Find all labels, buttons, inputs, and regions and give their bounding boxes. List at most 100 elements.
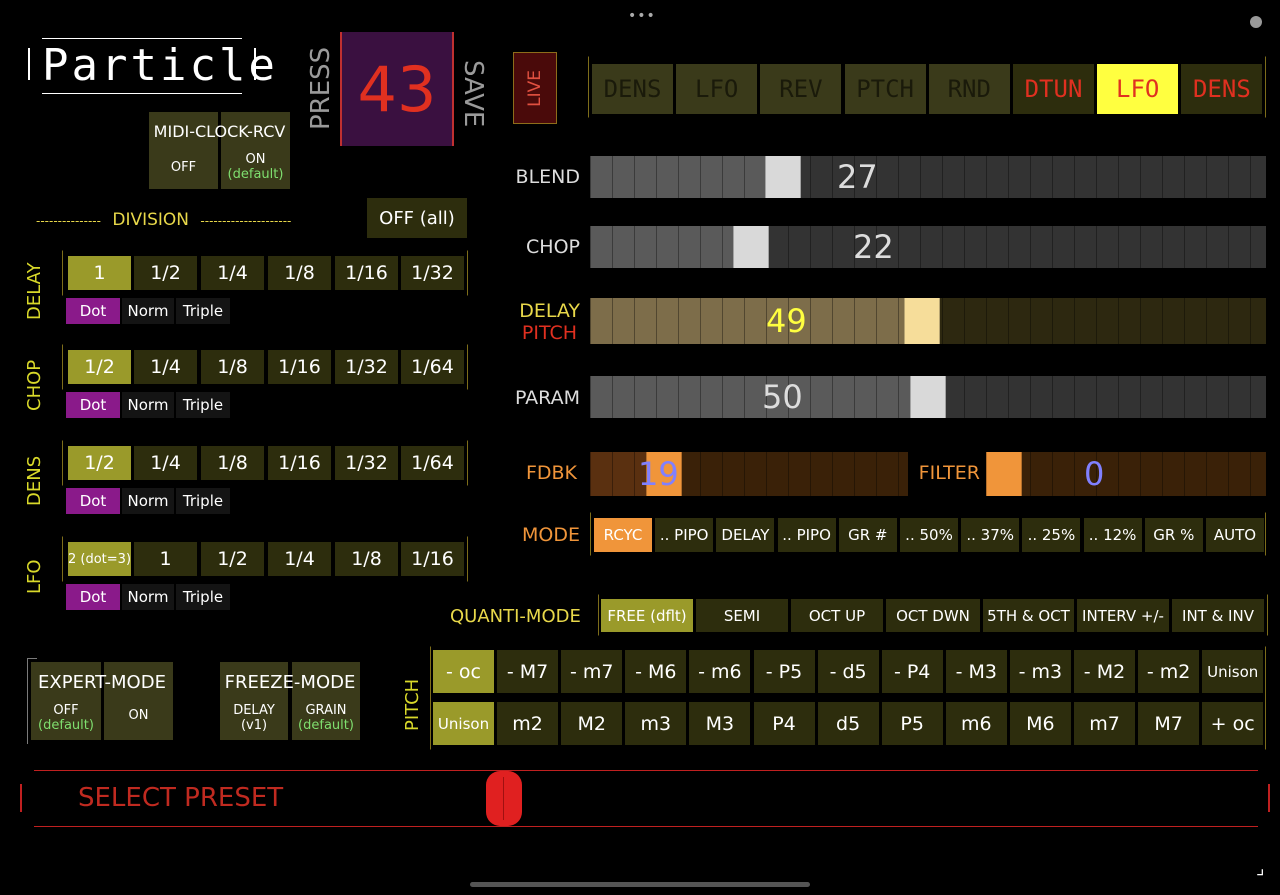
pitch-row2-1[interactable]: m2 — [497, 702, 559, 745]
preset-slider-handle[interactable] — [486, 771, 522, 826]
division-option[interactable]: 1/64 — [401, 446, 464, 480]
quanti-option-6[interactable]: INT & INV — [1172, 599, 1264, 632]
pitch-row1-5[interactable]: - P5 — [753, 650, 815, 693]
division-option[interactable]: 1/2 — [201, 542, 264, 576]
division-option[interactable]: 1/32 — [335, 350, 398, 384]
division-option[interactable]: 1/64 — [401, 350, 464, 384]
pitch-row2-3[interactable]: m3 — [625, 702, 687, 745]
pitch-row1-6[interactable]: - d5 — [817, 650, 879, 693]
pitch-row1-4[interactable]: - m6 — [689, 650, 751, 693]
mode-option-10[interactable]: AUTO — [1206, 518, 1264, 552]
tab-dtun-5[interactable]: DTUN — [1013, 64, 1094, 114]
tab-rnd-4[interactable]: RND — [928, 64, 1010, 114]
pitch-row2-4[interactable]: M3 — [689, 702, 751, 745]
division-option[interactable]: 1/2 — [134, 256, 197, 290]
freeze-delay-button[interactable]: DELAY (v1) — [220, 662, 288, 740]
pitch-row2-7[interactable]: P5 — [881, 702, 943, 745]
mode-option-9[interactable]: GR % — [1144, 518, 1203, 552]
note-mode-dot[interactable]: Dot — [66, 392, 120, 418]
mode-option-7[interactable]: .. 25% — [1022, 518, 1081, 552]
live-button[interactable]: LIVE — [513, 52, 557, 124]
pitch-row2-5[interactable]: P4 — [753, 702, 815, 745]
division-option[interactable]: 1/8 — [268, 256, 331, 290]
division-option[interactable]: 1/32 — [401, 256, 464, 290]
note-mode-norm[interactable]: Norm — [122, 392, 174, 418]
expert-on-button[interactable]: ON — [104, 662, 173, 740]
expert-off-button[interactable]: OFF (default) — [31, 662, 101, 740]
division-option[interactable]: 1/8 — [201, 446, 264, 480]
division-option[interactable]: 1/8 — [335, 542, 398, 576]
note-mode-dot[interactable]: Dot — [66, 584, 120, 610]
note-mode-norm[interactable]: Norm — [122, 488, 174, 514]
pitch-row1-12[interactable]: Unison — [1202, 650, 1264, 693]
division-option[interactable]: 1/32 — [335, 446, 398, 480]
pitch-row1-7[interactable]: - P4 — [881, 650, 943, 693]
note-mode-norm[interactable]: Norm — [122, 298, 174, 324]
mode-option-5[interactable]: .. 50% — [900, 518, 958, 552]
division-option[interactable]: 1/2 — [68, 446, 131, 480]
note-mode-norm[interactable]: Norm — [122, 584, 174, 610]
division-option[interactable]: 1/16 — [335, 256, 398, 290]
note-mode-triple[interactable]: Triple — [176, 488, 230, 514]
pitch-row1-8[interactable]: - M3 — [945, 650, 1007, 693]
midi-clock-on-button[interactable]: ON (default) — [221, 112, 290, 189]
division-option[interactable]: 1/4 — [134, 350, 197, 384]
division-option[interactable]: 1/8 — [201, 350, 264, 384]
pitch-row1-1[interactable]: - M7 — [497, 650, 559, 693]
division-option[interactable]: 1/4 — [268, 542, 331, 576]
division-option[interactable]: 1/4 — [134, 446, 197, 480]
filter-handle[interactable] — [986, 452, 1022, 496]
mode-option-6[interactable]: .. 37% — [961, 518, 1020, 552]
delay-pitch-slider[interactable]: 49 — [590, 298, 1266, 344]
note-mode-triple[interactable]: Triple — [176, 298, 230, 324]
pitch-row2-12[interactable]: + oc — [1202, 702, 1264, 745]
division-option[interactable]: 1 — [134, 542, 197, 576]
pitch-row2-9[interactable]: M6 — [1009, 702, 1071, 745]
division-option[interactable]: 1/2 — [68, 350, 131, 384]
quanti-option-5[interactable]: INTERV +/- — [1077, 599, 1169, 632]
fdbk-handle[interactable] — [646, 452, 682, 496]
tab-dens-0[interactable]: DENS — [592, 64, 673, 114]
pitch-row1-10[interactable]: - M2 — [1074, 650, 1135, 693]
note-mode-triple[interactable]: Triple — [176, 584, 230, 610]
quanti-option-4[interactable]: 5TH & OCT — [983, 599, 1074, 632]
mode-option-0[interactable]: RCYC — [594, 518, 652, 552]
filter-slider[interactable]: 0 — [986, 452, 1266, 496]
blend-handle[interactable] — [765, 156, 801, 198]
division-option[interactable]: 1 — [68, 256, 131, 290]
pitch-row2-6[interactable]: d5 — [817, 702, 879, 745]
chop-slider[interactable]: 22 — [590, 226, 1266, 268]
pitch-row1-0[interactable]: - oc — [433, 650, 494, 693]
pitch-row2-10[interactable]: m7 — [1074, 702, 1135, 745]
param-slider[interactable]: 50 — [590, 376, 1266, 418]
note-mode-dot[interactable]: Dot — [66, 488, 120, 514]
fdbk-slider[interactable]: 19 — [590, 452, 908, 496]
pitch-row1-11[interactable]: - m2 — [1138, 650, 1200, 693]
press-label[interactable]: PRESS — [306, 46, 336, 130]
pitch-row2-11[interactable]: M7 — [1138, 702, 1200, 745]
division-option[interactable]: 2 (dot=3) — [68, 542, 131, 576]
tab-lfo-6[interactable]: LFO — [1097, 64, 1179, 114]
note-mode-triple[interactable]: Triple — [176, 392, 230, 418]
more-dots-icon[interactable]: ••• — [628, 8, 656, 24]
mode-option-4[interactable]: GR # — [838, 518, 897, 552]
pitch-row2-8[interactable]: m6 — [945, 702, 1007, 745]
param-handle[interactable] — [910, 376, 946, 418]
pitch-row1-3[interactable]: - M6 — [625, 650, 687, 693]
freeze-grain-button[interactable]: GRAIN (default) — [292, 662, 360, 740]
off-all-button[interactable]: OFF (all) — [367, 198, 467, 238]
tab-rev-2[interactable]: REV — [760, 64, 842, 114]
pitch-row1-9[interactable]: - m3 — [1009, 650, 1071, 693]
preset-number-display[interactable]: 43 — [340, 32, 454, 146]
midi-clock-off-button[interactable]: OFF — [149, 112, 218, 189]
tab-dens-7[interactable]: DENS — [1181, 64, 1263, 114]
mode-option-3[interactable]: .. PIPO — [777, 518, 836, 552]
quanti-option-1[interactable]: SEMI — [696, 599, 788, 632]
chop-handle[interactable] — [733, 226, 769, 268]
mode-option-8[interactable]: .. 12% — [1083, 518, 1142, 552]
division-option[interactable]: 1/16 — [268, 350, 331, 384]
tab-ptch-3[interactable]: PTCH — [844, 64, 926, 114]
tab-lfo-1[interactable]: LFO — [676, 64, 758, 114]
division-option[interactable]: 1/16 — [401, 542, 464, 576]
division-option[interactable]: 1/4 — [201, 256, 264, 290]
